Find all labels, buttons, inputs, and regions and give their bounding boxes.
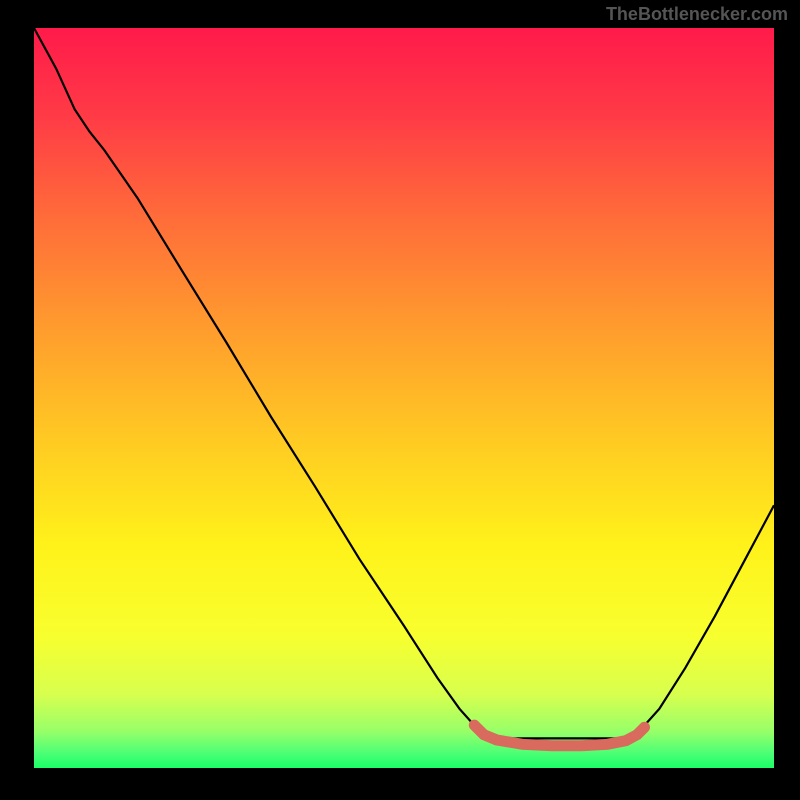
chart-plot-area	[34, 28, 774, 768]
curve-layer	[34, 28, 774, 768]
watermark-text: TheBottlenecker.com	[606, 4, 788, 25]
valley-highlight	[474, 725, 644, 746]
bottleneck-curve	[34, 28, 774, 738]
